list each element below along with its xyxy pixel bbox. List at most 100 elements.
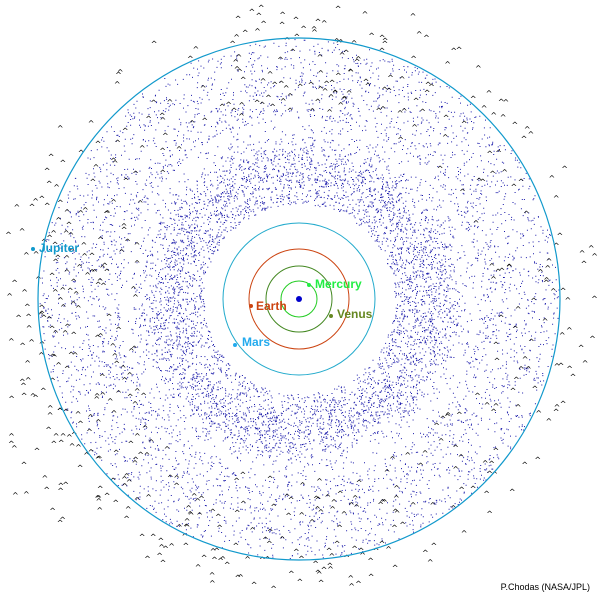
trojan-marker: ^ xyxy=(315,495,322,504)
trojan-marker: ^ xyxy=(97,485,104,494)
trojan-marker: ^ xyxy=(57,124,64,133)
trojan-marker: ^ xyxy=(285,512,292,521)
trojan-marker: ^ xyxy=(134,259,141,268)
trojan-marker: ^ xyxy=(483,490,490,499)
trojan-marker: ^ xyxy=(334,540,341,549)
trojan-marker: ^ xyxy=(323,80,330,89)
orbit-earth xyxy=(248,248,350,350)
trojan-marker: ^ xyxy=(546,257,553,266)
trojan-marker: ^ xyxy=(94,494,101,503)
trojan-marker: ^ xyxy=(58,481,65,490)
trojan-marker: ^ xyxy=(158,543,165,552)
trojan-marker: ^ xyxy=(387,74,394,83)
trojan-marker: ^ xyxy=(24,359,31,368)
trojan-marker: ^ xyxy=(8,439,15,448)
trojan-marker: ^ xyxy=(293,547,300,556)
trojan-marker: ^ xyxy=(67,287,74,296)
trojan-marker: ^ xyxy=(489,262,496,271)
trojan-marker: ^ xyxy=(331,498,338,507)
trojan-marker: ^ xyxy=(484,401,491,410)
trojan-marker: ^ xyxy=(337,101,344,110)
trojan-marker: ^ xyxy=(337,490,344,499)
trojan-marker: ^ xyxy=(348,68,355,77)
trojan-marker: ^ xyxy=(46,180,53,189)
trojan-marker: ^ xyxy=(379,539,386,548)
planet-marker-jupiter xyxy=(31,247,35,251)
trojan-marker: ^ xyxy=(148,438,155,447)
trojan-marker: ^ xyxy=(326,108,333,117)
trojan-marker: ^ xyxy=(353,503,360,512)
trojan-marker: ^ xyxy=(42,474,49,483)
trojan-marker: ^ xyxy=(44,201,51,210)
planet-mercury: Mercury xyxy=(307,277,362,291)
trojan-marker: ^ xyxy=(220,555,227,564)
trojan-marker: ^ xyxy=(550,287,557,296)
trojan-marker: ^ xyxy=(422,449,429,458)
trojan-marker: ^ xyxy=(385,545,392,554)
trojan-marker: ^ xyxy=(438,437,445,446)
trojan-marker: ^ xyxy=(114,80,121,89)
trojan-marker: ^ xyxy=(168,542,175,551)
trojan-marker: ^ xyxy=(5,231,12,240)
trojan-marker: ^ xyxy=(158,537,165,546)
trojan-marker: ^ xyxy=(510,386,517,395)
trojan-marker: ^ xyxy=(522,355,529,364)
trojan-marker: ^ xyxy=(259,101,266,110)
trojan-marker: ^ xyxy=(224,560,231,569)
trojan-marker: ^ xyxy=(315,18,322,27)
trojan-marker: ^ xyxy=(450,504,457,513)
trojan-marker: ^ xyxy=(422,549,429,558)
trojan-marker: ^ xyxy=(112,159,119,168)
trojan-marker: ^ xyxy=(379,498,386,507)
trojan-marker: ^ xyxy=(311,28,318,37)
trojan-marker: ^ xyxy=(159,147,166,156)
trojan-marker: ^ xyxy=(110,198,117,207)
trojan-marker: ^ xyxy=(249,7,256,16)
trojan-marker: ^ xyxy=(456,411,463,420)
sun-marker xyxy=(296,296,302,302)
trojan-marker: ^ xyxy=(513,376,520,385)
trojan-marker: ^ xyxy=(55,254,62,263)
trojan-marker: ^ xyxy=(128,439,135,448)
trojan-marker: ^ xyxy=(256,11,263,20)
trojan-marker: ^ xyxy=(254,27,261,36)
trojan-marker: ^ xyxy=(392,563,399,572)
planet-label-earth: Earth xyxy=(256,299,287,313)
trojan-marker: ^ xyxy=(145,493,152,502)
trojan-marker: ^ xyxy=(120,364,127,373)
trojan-marker: ^ xyxy=(52,241,59,250)
trojan-marker: ^ xyxy=(236,68,243,77)
trojan-marker: ^ xyxy=(139,533,146,542)
trojan-marker: ^ xyxy=(49,377,56,386)
trojan-marker: ^ xyxy=(121,222,128,231)
trojan-marker: ^ xyxy=(156,552,163,561)
trojan-marker: ^ xyxy=(506,263,513,272)
trojan-marker: ^ xyxy=(399,520,406,529)
trojan-marker: ^ xyxy=(512,324,519,333)
trojan-marker: ^ xyxy=(397,109,404,118)
trojan-marker: ^ xyxy=(509,487,516,496)
trojan-marker: ^ xyxy=(481,104,488,113)
trojan-marker: ^ xyxy=(521,461,528,470)
trojan-marker: ^ xyxy=(234,65,241,74)
trojan-marker: ^ xyxy=(581,260,588,269)
trojan-marker: ^ xyxy=(365,81,372,90)
trojan-marker: ^ xyxy=(437,165,444,174)
trojan-marker: ^ xyxy=(240,500,247,509)
trojan-marker: ^ xyxy=(265,94,272,103)
trojan-marker: ^ xyxy=(19,377,26,386)
trojan-marker: ^ xyxy=(445,411,452,420)
trojan-marker: ^ xyxy=(107,397,114,406)
trojan-marker: ^ xyxy=(131,345,138,354)
trojan-marker: ^ xyxy=(458,486,465,495)
trojan-marker: ^ xyxy=(63,408,70,417)
trojan-marker: ^ xyxy=(134,496,141,505)
trojan-marker: ^ xyxy=(317,85,324,94)
planet-label-jupiter: Jupiter xyxy=(39,241,79,255)
trojan-marker: ^ xyxy=(491,470,498,479)
trojan-marker: ^ xyxy=(41,314,48,323)
trojan-marker: ^ xyxy=(213,547,220,556)
trojan-marker: ^ xyxy=(38,304,45,313)
trojan-marker: ^ xyxy=(431,541,438,550)
trojan-marker: ^ xyxy=(137,199,144,208)
